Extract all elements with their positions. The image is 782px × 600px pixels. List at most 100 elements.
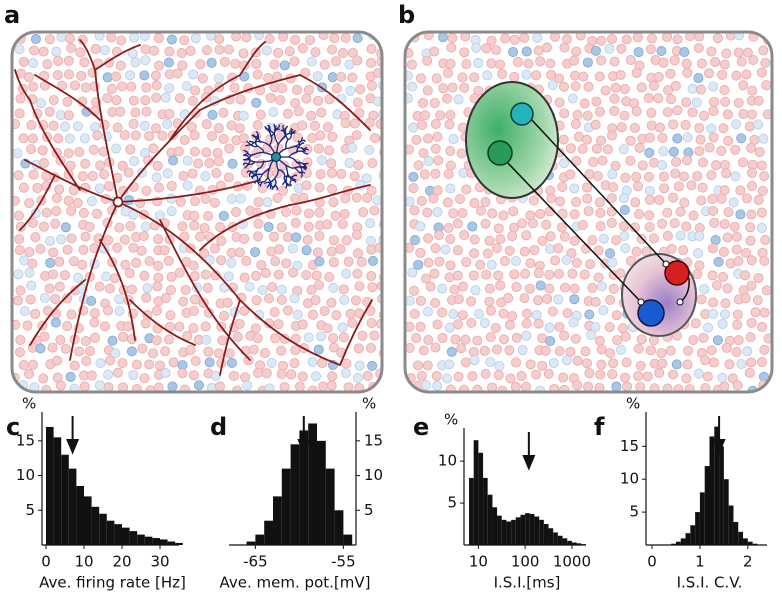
cell bbox=[277, 185, 288, 196]
dendrite bbox=[251, 174, 257, 180]
cell bbox=[594, 197, 605, 208]
cell bbox=[153, 382, 164, 392]
cell bbox=[553, 243, 564, 254]
cell bbox=[480, 218, 491, 229]
cell bbox=[511, 357, 522, 368]
mean-arrow bbox=[522, 432, 536, 471]
cell bbox=[68, 256, 79, 267]
bar bbox=[543, 524, 549, 545]
cell bbox=[199, 248, 210, 259]
neuron bbox=[664, 260, 690, 286]
x-tick-label: 10 bbox=[469, 553, 488, 571]
cell bbox=[128, 369, 139, 380]
bar bbox=[520, 514, 526, 545]
cell bbox=[56, 234, 67, 245]
cell bbox=[238, 48, 249, 59]
cell bbox=[654, 194, 665, 205]
cell bbox=[66, 233, 77, 244]
cell bbox=[618, 323, 629, 334]
cell bbox=[416, 370, 427, 381]
cell bbox=[318, 381, 329, 392]
cell bbox=[605, 348, 616, 359]
cell bbox=[69, 360, 80, 371]
cell bbox=[487, 208, 498, 219]
cell bbox=[130, 130, 141, 141]
cell bbox=[437, 283, 448, 294]
cell bbox=[105, 355, 116, 366]
cell bbox=[625, 255, 636, 266]
x-axis-label: I.S.I. C.V. bbox=[677, 574, 743, 592]
cell bbox=[77, 171, 88, 182]
cell bbox=[569, 55, 580, 66]
cell bbox=[115, 106, 126, 117]
cell bbox=[189, 146, 200, 157]
cell bbox=[276, 222, 287, 233]
cell bbox=[301, 245, 312, 256]
cell bbox=[214, 34, 225, 45]
dendrite bbox=[285, 182, 291, 187]
cell bbox=[50, 293, 61, 304]
cell-population bbox=[12, 32, 382, 392]
cell bbox=[461, 184, 472, 195]
cell bbox=[756, 207, 767, 218]
dendrite bbox=[280, 129, 286, 135]
cell bbox=[240, 345, 251, 356]
cell bbox=[731, 346, 742, 357]
cell bbox=[52, 70, 63, 81]
cell bbox=[746, 280, 757, 291]
cell bbox=[541, 42, 552, 53]
cell bbox=[352, 268, 363, 279]
cell bbox=[277, 83, 288, 94]
cell bbox=[525, 258, 536, 269]
cell bbox=[164, 46, 175, 57]
cell bbox=[470, 285, 481, 296]
cell bbox=[672, 34, 683, 45]
bar bbox=[76, 485, 84, 545]
cell bbox=[648, 233, 659, 244]
cell bbox=[571, 196, 582, 207]
bar bbox=[53, 437, 62, 545]
cell bbox=[430, 143, 441, 154]
cell bbox=[338, 332, 349, 343]
cell bbox=[182, 180, 193, 191]
cell bbox=[595, 369, 606, 380]
cell bbox=[154, 182, 165, 193]
cell bbox=[266, 357, 277, 368]
x-tick-label: 30 bbox=[150, 553, 169, 571]
cell bbox=[281, 206, 292, 217]
cell bbox=[240, 167, 251, 178]
cell bbox=[165, 285, 176, 296]
cell bbox=[234, 247, 245, 258]
bar bbox=[571, 542, 577, 545]
cell bbox=[272, 192, 283, 203]
cell bbox=[291, 205, 302, 216]
cell bbox=[433, 230, 444, 241]
cell bbox=[445, 58, 456, 69]
synapse bbox=[637, 298, 645, 306]
cell bbox=[516, 370, 527, 381]
cell bbox=[244, 281, 255, 292]
cell bbox=[540, 345, 551, 356]
cell bbox=[747, 167, 758, 178]
cell bbox=[151, 80, 162, 91]
bar bbox=[506, 521, 512, 545]
cell bbox=[290, 34, 301, 45]
cell bbox=[185, 345, 196, 356]
cell bbox=[411, 333, 422, 344]
cell bbox=[65, 160, 76, 171]
cell bbox=[537, 235, 548, 246]
cell bbox=[710, 56, 721, 67]
cell bbox=[493, 270, 504, 281]
cell bbox=[56, 32, 67, 43]
cell bbox=[423, 335, 434, 346]
cell bbox=[741, 69, 752, 80]
cell bbox=[594, 71, 605, 82]
bar bbox=[264, 520, 273, 545]
cell bbox=[668, 192, 679, 203]
cell bbox=[431, 73, 442, 84]
cell bbox=[122, 321, 133, 332]
cell bbox=[276, 284, 287, 295]
cell bbox=[326, 380, 337, 391]
cell bbox=[141, 292, 152, 303]
cell bbox=[201, 45, 212, 56]
